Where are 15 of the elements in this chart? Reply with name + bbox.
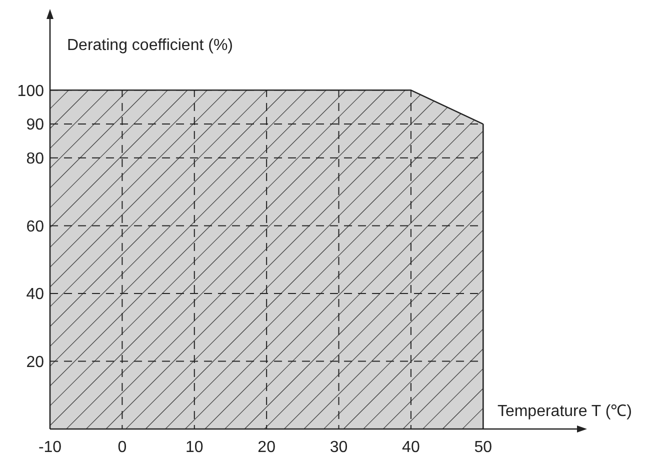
y-tick-label: 40: [26, 286, 44, 304]
x-tick-label: 50: [474, 439, 492, 455]
y-tick-label: 20: [26, 354, 44, 371]
y-tick-label: 90: [26, 116, 44, 134]
x-tick-label: 0: [118, 439, 127, 455]
y-tick-label: 80: [26, 150, 44, 168]
y-tick-label: 60: [26, 218, 44, 236]
y-tick-label: 100: [17, 82, 44, 100]
x-tick-label: -10: [38, 439, 62, 455]
y-axis-title: Derating coefficient (%): [67, 37, 233, 54]
x-tick-label: 30: [330, 439, 348, 455]
x-tick-label: 20: [258, 439, 276, 455]
x-tick-label: 10: [185, 439, 204, 455]
x-axis-title: Temperature T (℃): [497, 403, 632, 420]
x-tick-label: 40: [402, 439, 420, 455]
